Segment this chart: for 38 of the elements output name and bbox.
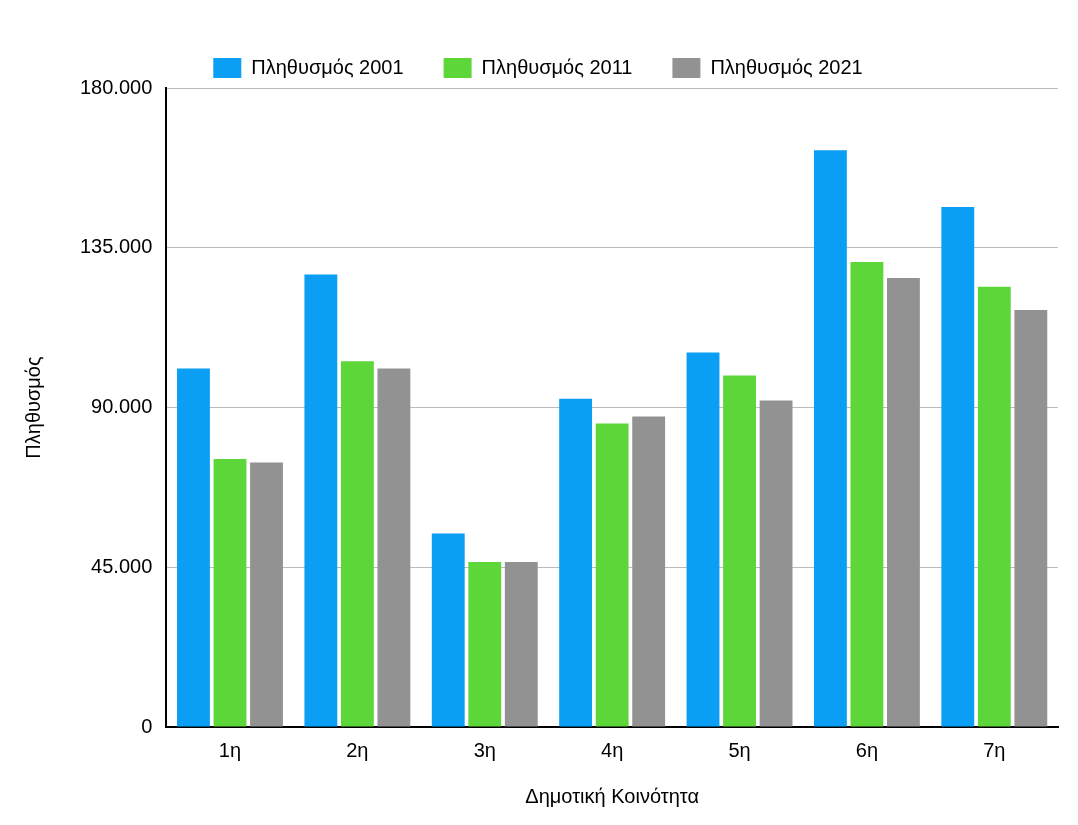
y-tick-label: 45.000 [91, 554, 153, 577]
y-axis-title: Πληθυσμός [21, 356, 44, 459]
legend-label: Πληθυσμός 2001 [251, 55, 404, 78]
bar [759, 400, 793, 727]
bar [632, 416, 666, 727]
bar [177, 368, 210, 727]
x-tick-label: 6η [855, 738, 879, 761]
bar [813, 150, 847, 727]
legend-label: Πληθυσμός 2011 [481, 55, 633, 78]
bar [468, 561, 502, 727]
legend-label: Πληθυσμός 2021 [710, 55, 863, 78]
x-tick-label: 7η [983, 738, 1006, 761]
bar [941, 206, 975, 727]
x-tick-label: 3η [473, 738, 496, 761]
y-tick-label: 135.000 [80, 235, 153, 258]
x-tick-label: 4η [601, 738, 624, 761]
bar [686, 352, 720, 727]
bar [304, 274, 338, 727]
y-tick-label: 180.000 [80, 75, 153, 98]
bar [887, 277, 920, 727]
x-tick-label: 5η [728, 738, 751, 761]
bar [213, 458, 247, 727]
x-tick-label: 1η [218, 738, 242, 761]
bar [504, 561, 538, 727]
bar [850, 261, 884, 727]
x-axis-title: Δημοτική Κοινότητα [525, 784, 699, 807]
y-tick-label: 90.000 [91, 395, 153, 418]
bar [340, 361, 374, 727]
y-tick-label: 0 [141, 714, 153, 737]
bar [723, 375, 756, 727]
bar [250, 462, 283, 727]
bar [431, 533, 465, 727]
bar [559, 398, 593, 727]
bar [977, 286, 1011, 727]
bar [595, 423, 629, 727]
x-tick-label: 2η [346, 738, 369, 761]
bar [1014, 309, 1048, 727]
bar [377, 368, 411, 727]
